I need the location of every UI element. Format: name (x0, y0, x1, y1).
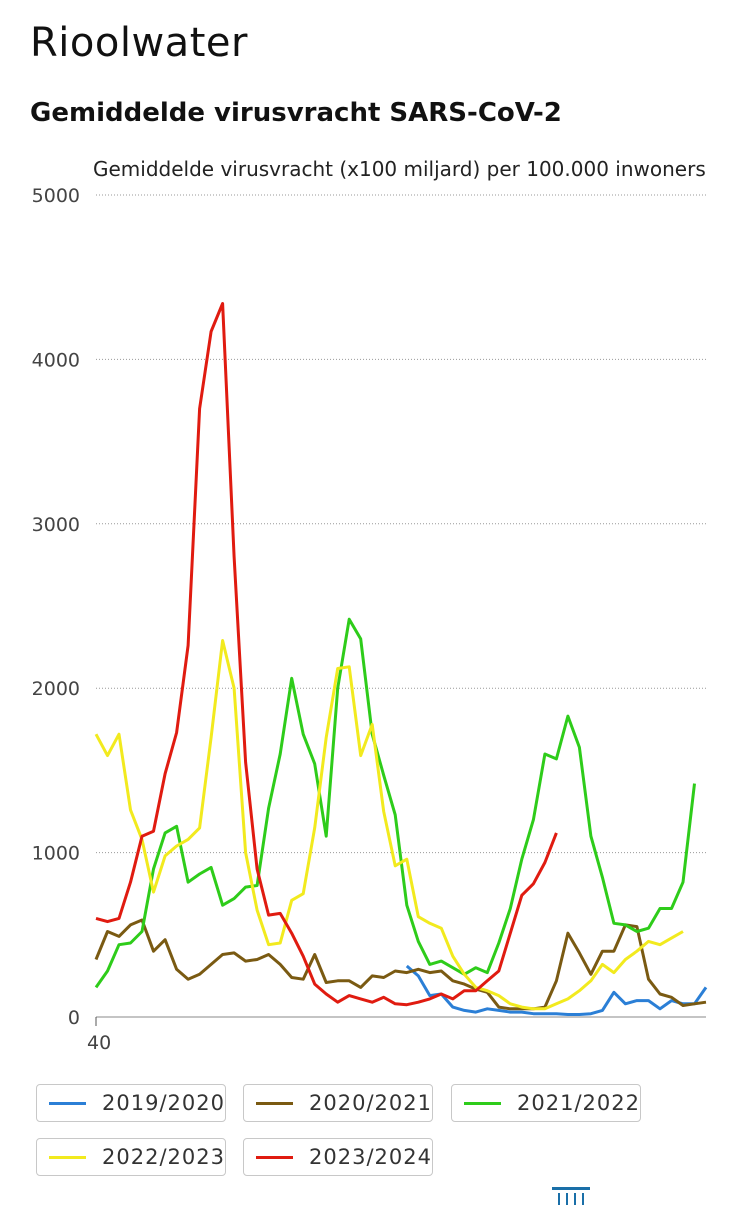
legend-swatch (49, 1101, 87, 1105)
table-icon[interactable] (552, 1187, 590, 1205)
legend-swatch (464, 1101, 502, 1105)
legend-item-2020-2021[interactable]: 2020/2021 (243, 1084, 433, 1122)
legend-label: 2020/2021 (309, 1091, 432, 1115)
series-line-2022-2023[interactable] (94, 639, 684, 1011)
y-tick-label: 4000 (32, 349, 80, 371)
y-tick-label: 0 (68, 1007, 80, 1029)
y-tick-label: 1000 (32, 843, 80, 865)
chart-title: Gemiddelde virusvracht SARS-CoV-2 (30, 98, 562, 128)
legend-swatch (256, 1155, 294, 1159)
y-tick-label: 2000 (32, 678, 80, 700)
legend-item-2023-2024[interactable]: 2023/2024 (243, 1138, 433, 1176)
legend-item-2021-2022[interactable]: 2021/2022 (451, 1084, 641, 1122)
y-axis-label: Gemiddelde virusvracht (x100 miljard) pe… (93, 157, 706, 181)
y-tick-label: 3000 (32, 514, 80, 536)
legend-item-2022-2023[interactable]: 2022/2023 (36, 1138, 226, 1176)
series-line-2019-2020[interactable] (405, 964, 708, 1016)
page-title: Rioolwater (30, 20, 248, 66)
series-line-2023-2024[interactable] (95, 302, 558, 1007)
legend-label: 2023/2024 (309, 1145, 432, 1169)
legend-label: 2019/2020 (102, 1091, 225, 1115)
legend-swatch (49, 1155, 87, 1159)
legend-item-2019-2020[interactable]: 2019/2020 (36, 1084, 226, 1122)
legend-label: 2022/2023 (102, 1145, 225, 1169)
series-line-2020-2021[interactable] (94, 918, 707, 1011)
legend-label: 2021/2022 (517, 1091, 640, 1115)
series-line-2021-2022[interactable] (94, 617, 696, 989)
y-tick-label: 5000 (32, 185, 80, 207)
legend-swatch (256, 1101, 294, 1105)
x-tick-label: 40 (87, 1032, 111, 1054)
